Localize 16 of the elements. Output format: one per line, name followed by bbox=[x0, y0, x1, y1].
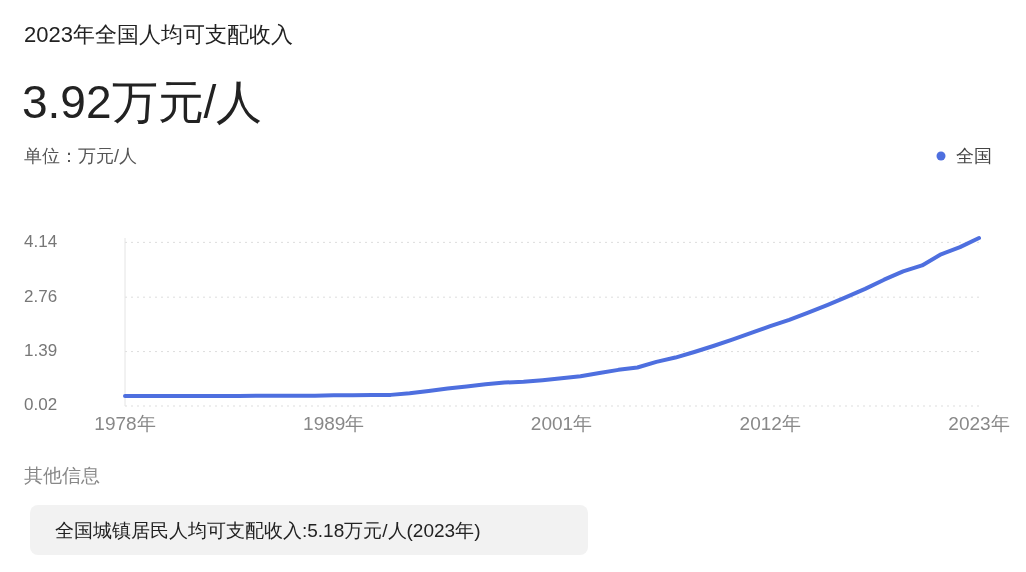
x-tick-label: 2023年 bbox=[948, 413, 1010, 434]
y-tick-label: 4.14 bbox=[24, 231, 58, 251]
text: 其他信息 bbox=[24, 465, 100, 486]
legend-label: 全国 bbox=[956, 146, 992, 166]
line-series bbox=[123, 236, 981, 399]
y-tick-label: 2.76 bbox=[24, 286, 58, 306]
text: 全国城镇居民人均可支配收入:5.18万元/人(2023年) bbox=[55, 520, 481, 541]
y-tick-label: 0.02 bbox=[24, 395, 58, 415]
chart-title: 2023年全国人均可支配收入 bbox=[24, 22, 293, 47]
y-axis-title: 单位：万元/人 bbox=[24, 146, 138, 166]
x-tick-label: 1978年 bbox=[94, 413, 156, 434]
x-tick-label: 2012年 bbox=[739, 413, 801, 434]
chart-subtitle: 3.92万元/人 bbox=[22, 76, 263, 128]
y-tick-label: 1.39 bbox=[24, 341, 58, 361]
x-tick-label: 2001年 bbox=[530, 413, 593, 434]
x-tick-label: 1989年 bbox=[303, 413, 365, 434]
